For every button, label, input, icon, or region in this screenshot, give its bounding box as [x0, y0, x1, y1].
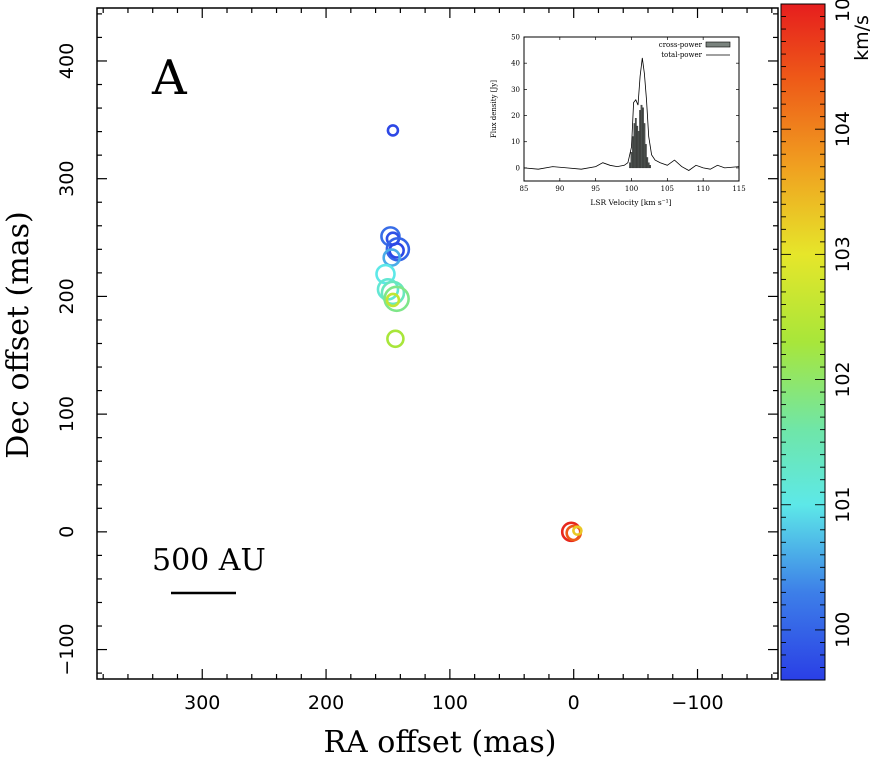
cross-power-bar — [646, 157, 649, 169]
legend-cross-power-swatch — [705, 41, 731, 48]
legend-cross-power-label: cross-power — [659, 41, 703, 49]
inset-y-tick-label: 50 — [511, 34, 520, 42]
y-tick-label: 100 — [56, 396, 78, 432]
total-power-line — [523, 57, 740, 171]
inset-y-axis-title: Flux density [Jy] — [490, 80, 498, 138]
x-axis-title: RA offset (mas) — [323, 725, 556, 760]
y-tick-label: 0 — [56, 526, 78, 538]
maser-spot — [382, 248, 401, 267]
colorbar-ticks: 100 101 102 103 104 105 — [781, 0, 854, 668]
x-tick-label: 200 — [308, 692, 344, 714]
inset-x-tick-label: 100 — [625, 185, 638, 193]
inset-x-tick-label: 115 — [732, 185, 745, 193]
x-tick-label: 300 — [184, 692, 220, 714]
cross-power-bars — [629, 104, 652, 169]
cross-power-bar — [634, 118, 637, 169]
inset-x-ticks: 85 90 95 100 105 110 115 — [520, 37, 746, 193]
maser-spot — [385, 292, 401, 308]
maser-spot — [386, 124, 400, 137]
cross-power-bar — [649, 165, 652, 169]
inset-x-tick-label: 95 — [591, 185, 600, 193]
scale-bar-label: 500 AU — [152, 543, 266, 578]
maser-spots — [375, 124, 583, 543]
colorbar-tick-label: 103 — [832, 236, 854, 272]
maser-spot — [386, 329, 405, 349]
x-tick-label: −100 — [671, 692, 723, 714]
colorbar-gradient — [780, 3, 826, 681]
cross-power-bar — [632, 136, 634, 169]
colorbar-unit: km/s — [851, 15, 872, 61]
x-tick-label: 100 — [432, 692, 468, 714]
maser-spot — [380, 280, 406, 306]
inset-spectrum: 85 90 95 100 105 110 115 0 10 20 30 40 50 LSR Veloc… — [490, 34, 746, 208]
inset-x-tick-label: 90 — [555, 185, 564, 193]
inset-y-tick-label: 10 — [511, 138, 520, 146]
cross-power-bar — [644, 144, 647, 169]
y-tick-label: 400 — [56, 43, 78, 79]
maser-spot — [375, 263, 396, 285]
inset-y-tick-label: 20 — [511, 112, 520, 120]
panel-label: A — [151, 50, 188, 106]
cross-power-bar — [629, 162, 631, 169]
cross-power-bar — [643, 123, 646, 169]
cross-power-bar — [633, 123, 636, 169]
cross-power-bar — [639, 110, 641, 169]
inset-x-tick-label: 105 — [661, 185, 674, 193]
maser-spot — [383, 285, 410, 313]
y-axis-title: Dec offset (mas) — [1, 211, 36, 458]
colorbar-tick-label: 101 — [832, 487, 854, 523]
cross-power-bar — [640, 104, 643, 169]
colorbar-tick-label: 105 — [832, 0, 854, 22]
maser-spot — [572, 525, 583, 536]
colorbar-tick-label: 100 — [832, 612, 854, 648]
y-tick-label: 200 — [56, 278, 78, 314]
x-tick-label: 0 — [568, 692, 580, 714]
cross-power-bar — [642, 107, 644, 169]
colorbar-tick-label: 102 — [832, 361, 854, 397]
cross-power-bar — [647, 162, 650, 169]
y-tick-label: 300 — [56, 161, 78, 197]
cross-power-bar — [630, 152, 633, 169]
colorbar-tick-label: 104 — [832, 111, 854, 147]
inset-y-tick-label: 40 — [511, 60, 520, 68]
inset-x-tick-label: 85 — [520, 185, 529, 193]
legend-total-power-label: total-power — [661, 51, 702, 59]
inset-legend: cross-power total-power — [659, 41, 731, 59]
y-tick-label: −100 — [56, 623, 78, 675]
inset-x-axis-title: LSR Velocity [km s⁻¹] — [590, 198, 671, 207]
inset-y-tick-label: 30 — [511, 86, 520, 94]
cross-power-bar — [637, 131, 640, 169]
inset-y-tick-label: 0 — [516, 164, 520, 172]
cross-power-bar — [636, 125, 639, 169]
inset-x-tick-label: 110 — [696, 185, 709, 193]
x-axis-ticks: 300 200 100 0 −100 — [102, 8, 773, 714]
